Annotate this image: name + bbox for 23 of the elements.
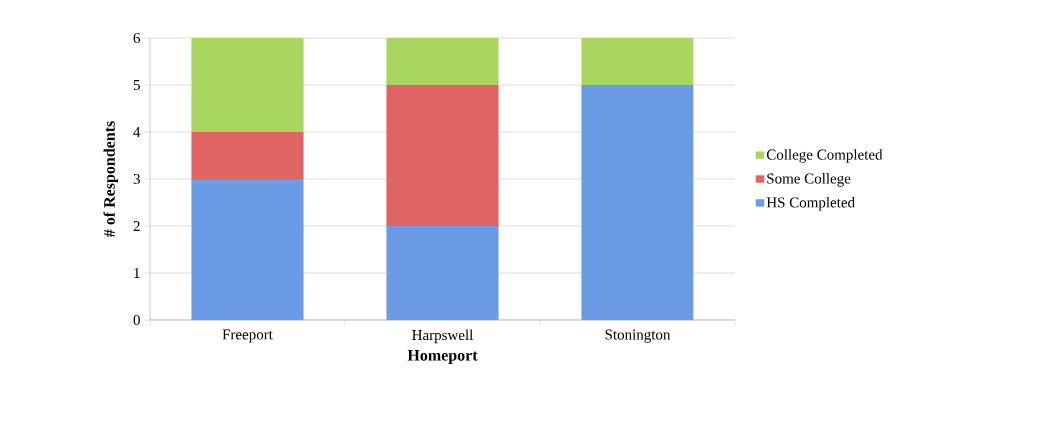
x-tick-label: Freeport xyxy=(222,329,273,343)
y-tick-label: 0 xyxy=(133,314,140,326)
y-tick-label: 5 xyxy=(133,80,140,90)
bar xyxy=(386,226,499,320)
legend-label: HS Completed xyxy=(766,196,855,211)
y-tick-label: 3 xyxy=(133,173,140,185)
y-tick-label: 1 xyxy=(134,268,140,278)
bar xyxy=(191,132,304,179)
bar xyxy=(386,38,499,85)
bar xyxy=(581,38,694,85)
y-tick-label: 2 xyxy=(133,221,140,231)
legend-label: College Completed xyxy=(766,149,883,163)
x-axis-title: Homeport xyxy=(407,350,478,364)
x-tick-label: Stonington xyxy=(605,329,671,343)
y-axis-title: # of Respondents xyxy=(103,121,119,238)
y-tick-label: 4 xyxy=(133,127,141,137)
bar xyxy=(386,85,499,226)
y-tick-label: 6 xyxy=(133,32,141,44)
bar xyxy=(191,38,304,132)
legend-label: Some College xyxy=(767,173,851,187)
bar xyxy=(581,85,694,320)
bar xyxy=(191,179,304,320)
x-tick-label: Harpswell xyxy=(412,329,474,344)
